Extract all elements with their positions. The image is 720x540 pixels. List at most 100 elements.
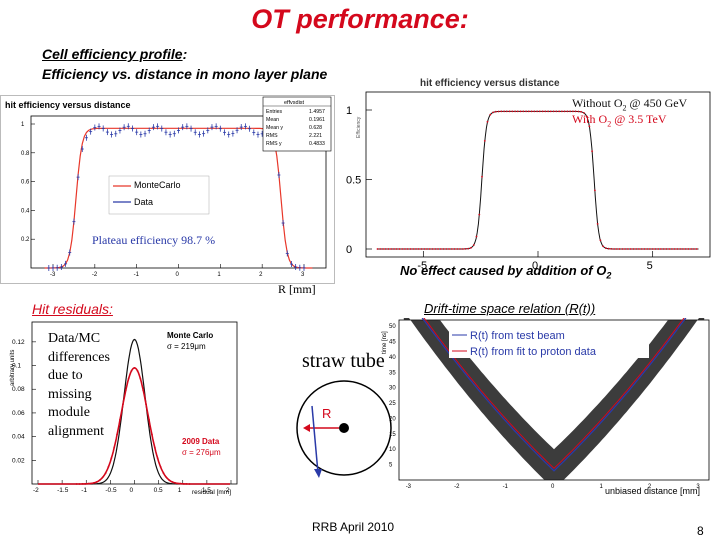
with-o2-point (382, 248, 384, 250)
with-o2-point (475, 235, 478, 238)
stats-key: Mean y (266, 125, 283, 131)
with-o2-point (662, 248, 665, 250)
data-marker (119, 418, 121, 421)
stats-key: Entries (266, 109, 283, 115)
with-o2-point (486, 120, 489, 123)
with-o2-point (646, 248, 649, 250)
with-o2-point (434, 248, 437, 250)
data-marker (179, 482, 182, 485)
with-o2-point (481, 175, 483, 178)
effL-ytick: 0.2 (21, 237, 30, 243)
with-o2-point (627, 248, 629, 250)
efficiency-xlabel: R [mm] (278, 282, 316, 296)
data-marker (168, 479, 171, 481)
with-o2-point (635, 248, 638, 250)
drift-xtick: -2 (454, 484, 460, 490)
with-o2-point (516, 110, 519, 113)
track-line (311, 405, 319, 474)
drift-ytick: 30 (389, 386, 396, 392)
drift-ytick: 5 (389, 463, 393, 469)
with-o2-point (585, 115, 588, 118)
data-marker (156, 457, 159, 460)
drift-xtick: 0 (551, 484, 555, 490)
res-xtick: -2 (33, 487, 39, 494)
with-o2-point (572, 110, 574, 113)
with-o2-point (607, 247, 610, 250)
with-o2-point (442, 248, 445, 250)
stats-value: 1.4957 (309, 109, 325, 115)
with-o2-point (453, 248, 456, 250)
with-o2-point (602, 245, 604, 248)
data-marker (127, 377, 130, 380)
with-o2-point (577, 110, 580, 113)
drift-plot: time [ns] 50 45 40 35 30 25 20 15 10 5 -3 -2 -1 0 1 2 3… (377, 289, 717, 500)
data-marker (151, 433, 153, 436)
with-o2-point (671, 248, 673, 250)
with-o2-point (563, 110, 566, 113)
drift-ytick: 50 (389, 324, 396, 330)
with-o2-point (431, 248, 434, 250)
with-o2-point (583, 112, 585, 114)
data-label-2009: 2009 Data (182, 437, 220, 446)
with-o2-point (412, 248, 415, 250)
with-o2-point (420, 248, 423, 250)
with-o2-point (448, 248, 450, 250)
without-o2-curve (377, 110, 699, 250)
with-o2-point (549, 110, 552, 113)
with-o2-point (527, 110, 530, 113)
stats-box-name: effvsdist (284, 100, 305, 106)
effR-ytick: 1 (346, 105, 352, 117)
with-o2-point (668, 248, 671, 250)
with-o2-point (470, 246, 472, 249)
with-o2-point (376, 248, 379, 250)
drift-xlabel: unbiased distance [mm] (605, 486, 700, 496)
data-mc-annotation: Data/MC differences due to missing modul… (48, 330, 110, 441)
efficiency-plot-right: hit efficiency versus distance Efficienc… (338, 70, 718, 272)
efficiency-right-header: hit efficiency versus distance (420, 78, 560, 89)
with-o2-point (467, 247, 470, 250)
straw-tube-svg: R (296, 380, 392, 478)
with-o2-point (508, 110, 511, 113)
with-o2-point (395, 248, 398, 250)
data-marker (90, 482, 92, 485)
residuals-plot: arbitrary units 0.12 0.1 0.08 0.06 0.04 0.02 … (4, 318, 240, 498)
res-ytick: 0.02 (12, 457, 25, 464)
with-o2-point (459, 248, 461, 250)
subtitle-line-1: Cell efficiency profile: (42, 46, 188, 62)
with-o2-point (613, 248, 615, 250)
with-o2-point (483, 140, 486, 142)
with-o2-point (640, 248, 643, 250)
res-xtick: 2 (226, 487, 230, 494)
with-o2-point (525, 110, 527, 113)
effL-xtick: 3 (301, 272, 305, 278)
with-o2-point (618, 248, 621, 250)
effL-xtick: -1 (134, 272, 140, 278)
stats-value: 0.4833 (309, 141, 325, 147)
res-ytick: 0.08 (12, 386, 25, 393)
with-o2-point (536, 110, 538, 113)
drift-ytick: 35 (389, 370, 396, 376)
with-o2-point (492, 111, 494, 114)
with-o2-point (599, 239, 602, 242)
efficiency-plot-left: hit efficiency versus distance 1 0.8 0.6 0.… (0, 95, 335, 284)
drift-ylabel: time [ns] (382, 331, 388, 354)
drift-ytick: 20 (389, 416, 396, 422)
with-o2-point (679, 248, 682, 250)
with-o2-point (423, 248, 426, 250)
res-ytick: 0.06 (12, 410, 25, 417)
drift-ytick: 10 (389, 447, 396, 453)
stats-key: RMS (266, 133, 278, 139)
with-o2-point (409, 248, 412, 250)
effR-xtick: -5 (417, 260, 427, 270)
effR-xtick: 5 (647, 260, 653, 270)
effL-xtick: 1 (217, 272, 221, 278)
with-o2-point (511, 110, 514, 113)
effL-ytick: 0.6 (21, 180, 30, 186)
stats-value: 2.221 (309, 133, 322, 139)
data-sigma: σ = 276μm (182, 448, 221, 457)
with-o2-point (426, 248, 428, 250)
legend-fit-proton: R(t) from fit to proton data (470, 346, 597, 358)
with-o2-point (561, 110, 563, 113)
anode-wire (339, 423, 349, 433)
with-o2-point (428, 248, 431, 250)
